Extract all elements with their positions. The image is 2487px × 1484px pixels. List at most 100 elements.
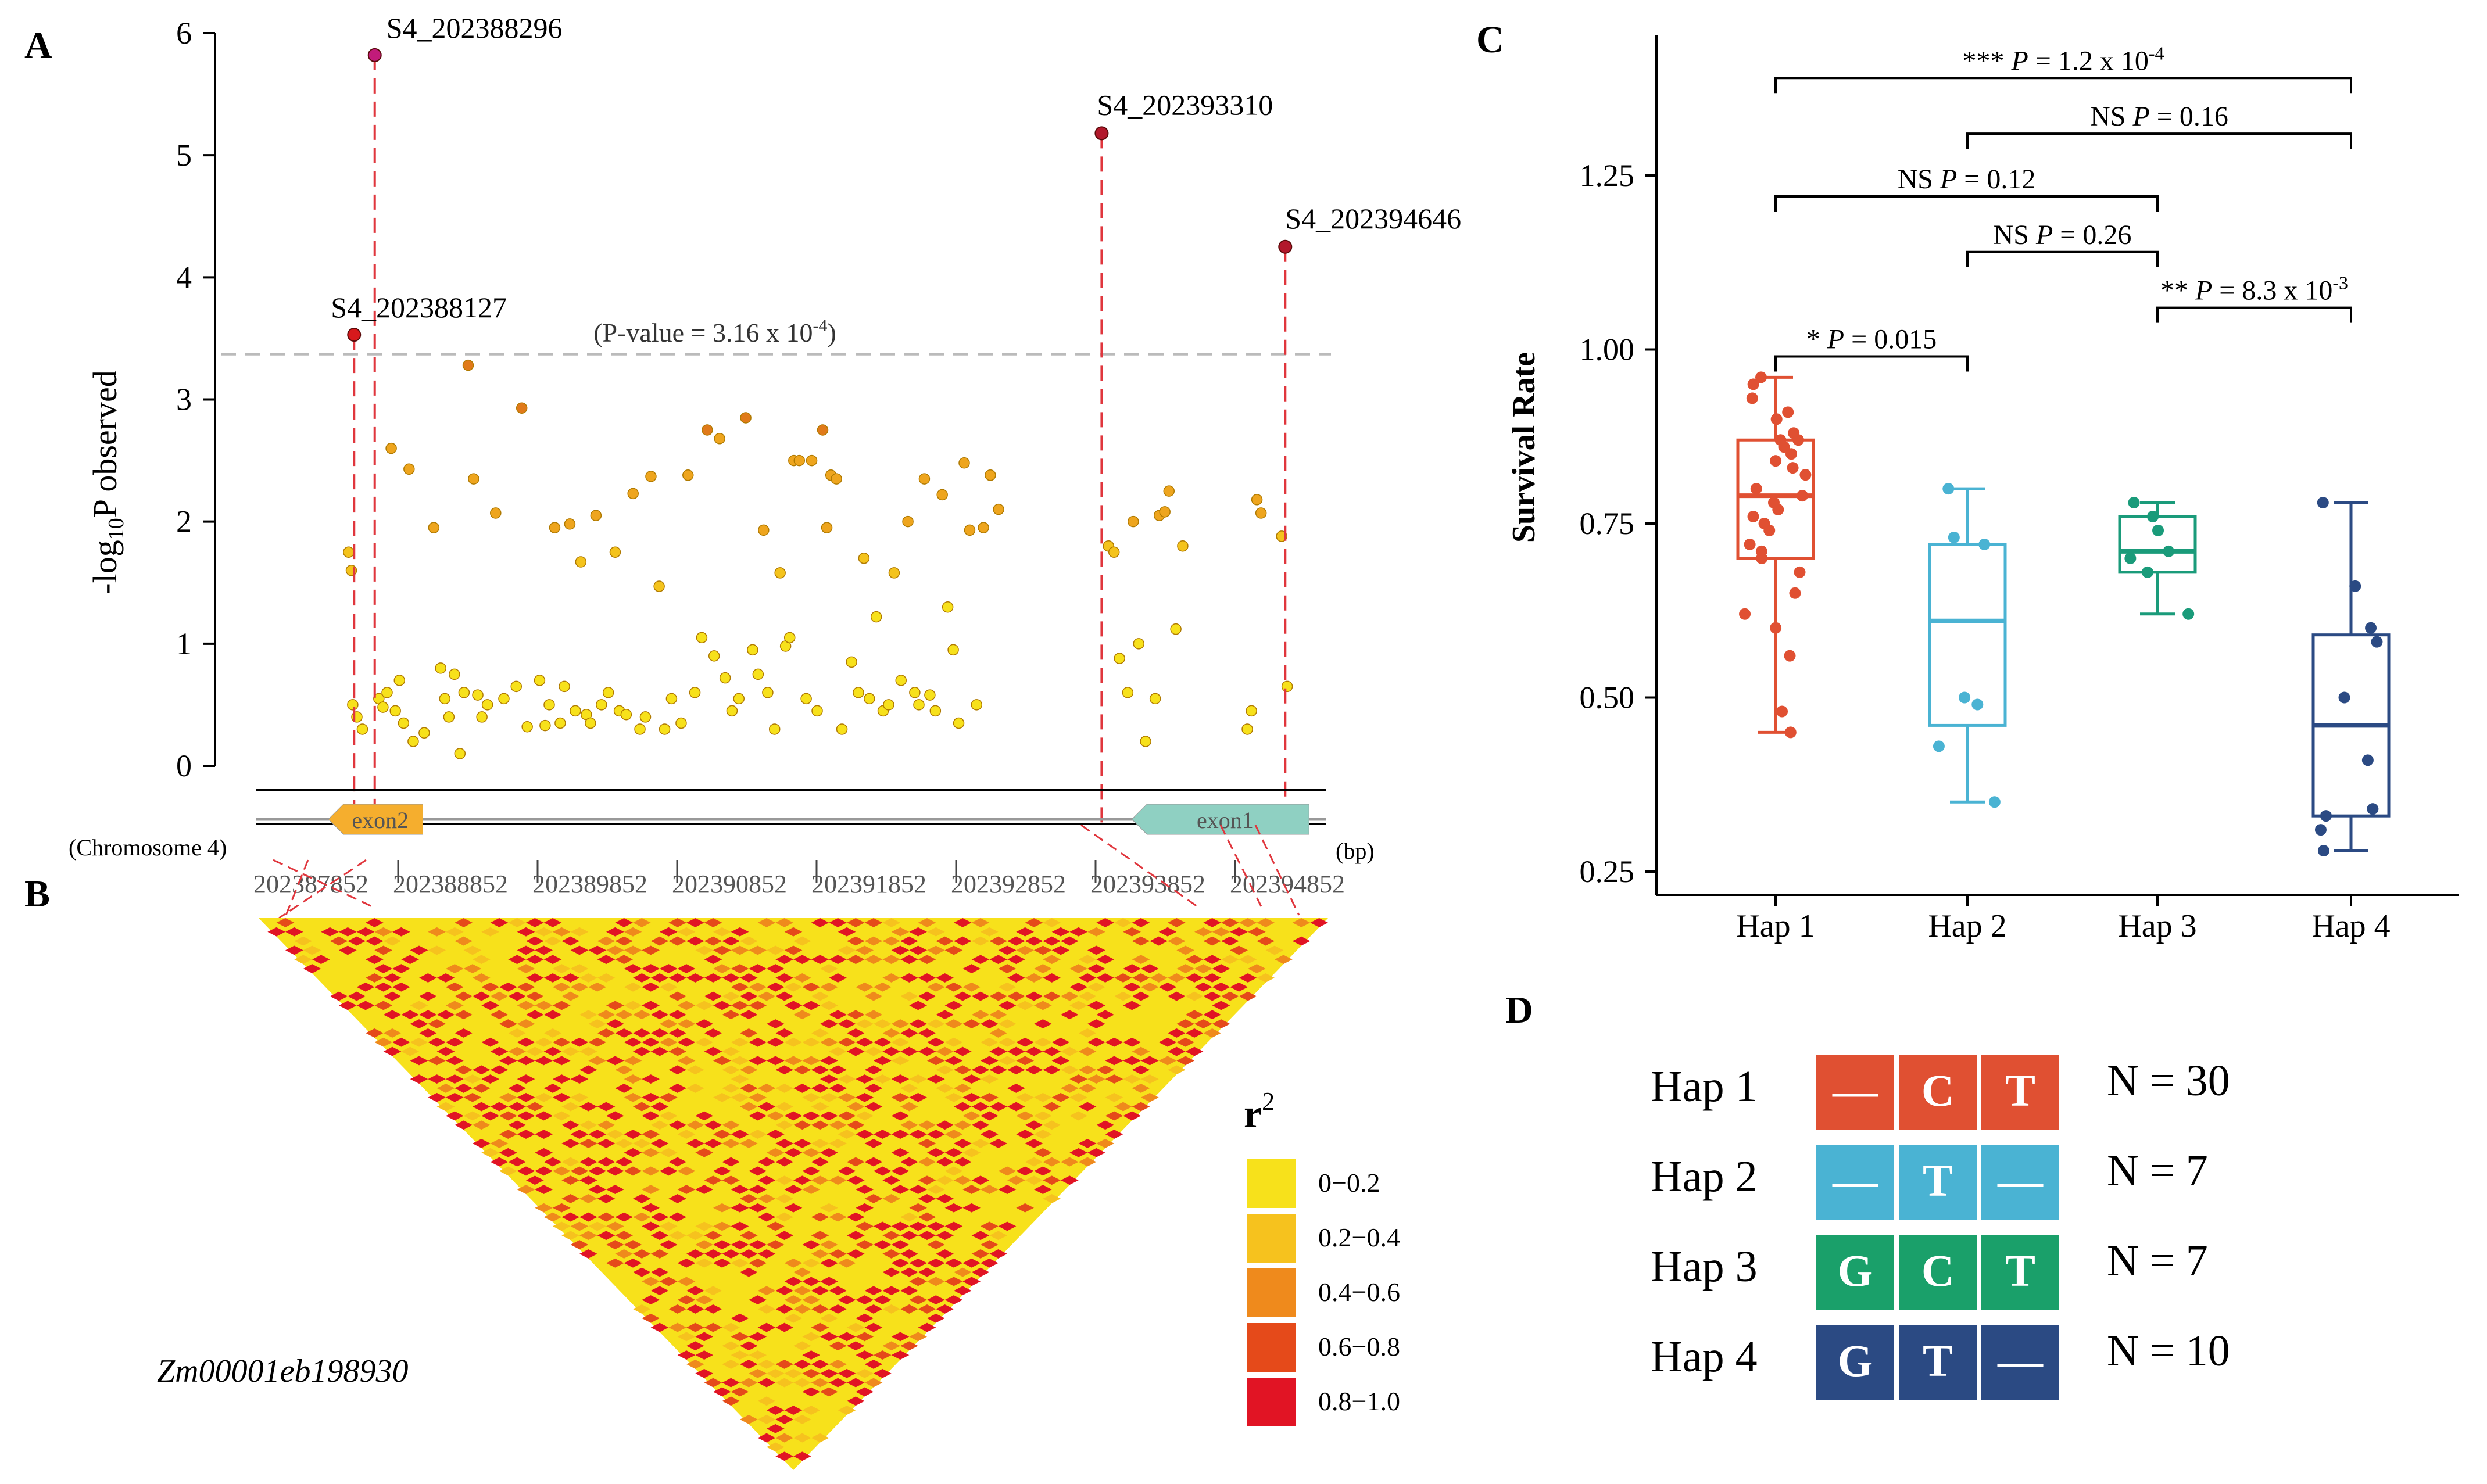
ld-cell xyxy=(677,1258,696,1268)
ld-cell xyxy=(473,955,491,965)
ld-cell xyxy=(1078,1157,1097,1167)
ld-cell xyxy=(642,1001,660,1010)
ld-cell xyxy=(874,1350,892,1360)
ld-cell xyxy=(927,1185,945,1194)
ld-cell xyxy=(918,1304,936,1314)
ld-cell xyxy=(811,918,829,927)
haplotype-name: Hap 2 xyxy=(1651,1152,1758,1201)
ld-cell xyxy=(1043,1046,1061,1056)
ld-cell xyxy=(802,1295,820,1304)
ld-cell xyxy=(374,982,392,992)
ld-cell xyxy=(864,1084,883,1093)
ld-cell xyxy=(1212,1001,1230,1010)
ld-cell xyxy=(543,1010,562,1020)
ld-cell xyxy=(508,1157,526,1167)
ld-cell xyxy=(1043,936,1061,946)
snp-point xyxy=(398,717,410,729)
ld-cell xyxy=(481,1037,499,1047)
ld-cell xyxy=(606,1130,624,1139)
snp-point xyxy=(752,668,764,680)
ld-cell xyxy=(668,1010,686,1020)
ld-cell xyxy=(874,1037,892,1047)
ld-cell xyxy=(561,1175,579,1185)
ld-cell xyxy=(757,1286,776,1296)
ld-cell xyxy=(668,1231,686,1241)
significance-bracket xyxy=(1774,355,1969,372)
survival-y-tick-label: 1.25 xyxy=(1580,158,1635,193)
ld-cell xyxy=(642,1295,660,1304)
ld-cell xyxy=(436,1102,455,1112)
ld-cell xyxy=(410,1056,428,1066)
ld-cell xyxy=(731,1185,749,1194)
ld-cell xyxy=(1034,1019,1052,1028)
ld-cell xyxy=(802,1166,820,1176)
ld-cell xyxy=(847,1378,865,1388)
ld-cell xyxy=(543,936,562,946)
ld-cell xyxy=(570,1166,589,1176)
ld-cell xyxy=(579,1065,597,1075)
snp-point xyxy=(449,668,460,680)
ld-cell xyxy=(410,1001,428,1010)
box-data-point xyxy=(1948,531,1960,543)
ld-cell xyxy=(749,1111,767,1121)
ld-cell xyxy=(820,1019,838,1028)
ld-cell xyxy=(1061,1010,1079,1020)
ld-cell xyxy=(971,1065,990,1075)
ld-cell xyxy=(588,945,606,955)
ld-cell xyxy=(446,1056,464,1066)
ld-cell xyxy=(811,1139,829,1148)
ld-cell xyxy=(847,1231,865,1241)
ld-cell xyxy=(1141,982,1159,992)
haplotype-count: N = 10 xyxy=(2107,1327,2230,1375)
ld-cell xyxy=(811,1212,829,1222)
snp-point xyxy=(714,433,725,445)
ld-cell xyxy=(1016,1001,1034,1010)
allele-cell xyxy=(1899,1145,1977,1220)
ld-cell xyxy=(633,1139,651,1148)
ld-cell xyxy=(1123,1056,1141,1066)
ld-cell xyxy=(1105,1111,1123,1121)
ld-cell xyxy=(419,1028,437,1038)
ld-cell xyxy=(900,1267,918,1277)
ld-cell xyxy=(900,1231,918,1241)
ld-cell xyxy=(918,1322,936,1332)
ld-cell xyxy=(838,1166,856,1176)
snp-point xyxy=(570,705,581,717)
ld-cell xyxy=(553,1001,571,1010)
ld-cell xyxy=(784,945,803,955)
ld-cell xyxy=(1096,955,1114,965)
ld-cell xyxy=(499,1130,517,1139)
ld-cell xyxy=(856,1332,874,1342)
ld-cell xyxy=(660,1240,678,1249)
snp-point xyxy=(1149,693,1161,705)
ld-cell xyxy=(267,927,285,937)
y-tick-label: 1 xyxy=(176,626,192,661)
ld-cell xyxy=(695,1240,713,1249)
ld-cell xyxy=(366,955,384,965)
haplotype-count: N = 30 xyxy=(2107,1056,2230,1105)
ld-cell xyxy=(793,1084,811,1093)
ld-cell xyxy=(740,1028,758,1038)
snp-point xyxy=(800,693,812,705)
ld-cell xyxy=(998,1221,1017,1231)
ld-cell xyxy=(936,1304,954,1314)
ld-cell xyxy=(740,1102,758,1112)
ld-cell xyxy=(303,964,321,973)
allele-cell xyxy=(1981,1235,2059,1310)
ld-cell xyxy=(704,1304,722,1314)
ld-cell xyxy=(731,1037,749,1047)
ld-cell xyxy=(366,918,384,927)
ld-cell xyxy=(517,1185,535,1194)
ld-cell xyxy=(650,1010,669,1020)
ld-cell xyxy=(900,1120,918,1130)
ld-cell xyxy=(909,1130,927,1139)
snp-point xyxy=(758,524,770,536)
ld-cell xyxy=(570,1074,589,1084)
ld-cell xyxy=(829,1286,847,1296)
ld-cell xyxy=(802,1258,820,1268)
ld-cell xyxy=(1257,973,1275,983)
ld-cell xyxy=(606,1166,624,1176)
ld-cell xyxy=(677,1001,696,1010)
ld-cell xyxy=(1043,991,1061,1001)
ld-cell xyxy=(1007,955,1025,965)
